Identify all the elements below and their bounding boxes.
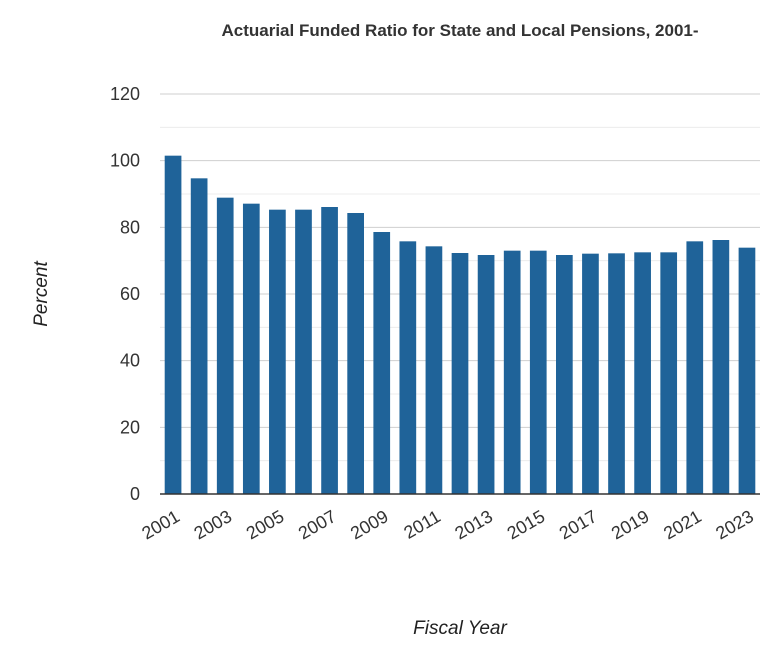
y-tick-label: 0 xyxy=(130,484,140,504)
bar-2015 xyxy=(529,250,547,494)
bar-2001 xyxy=(164,155,182,495)
y-tick-label: 60 xyxy=(120,284,140,304)
bar-2008 xyxy=(347,213,364,494)
y-axis-label: Percent xyxy=(31,261,52,327)
x-axis-ticks: 2001 2003 2005 2007 2009 2011 2013 2015 2017 2019… xyxy=(138,506,757,543)
y-tick-label: 20 xyxy=(120,417,140,437)
y-tick-label: 120 xyxy=(110,84,140,104)
bar-2012 xyxy=(451,253,469,494)
x-tick-label: 2013 xyxy=(451,506,496,543)
x-tick-label: 2001 xyxy=(138,506,183,543)
bar-2003 xyxy=(216,197,234,495)
x-tick-label: 2011 xyxy=(400,506,444,543)
x-tick-label: 2015 xyxy=(504,506,549,543)
y-tick-label: 80 xyxy=(120,217,140,237)
x-tick-label: 2019 xyxy=(608,506,653,543)
bar-2016 xyxy=(556,255,573,494)
bar-2018 xyxy=(608,253,625,494)
bar-2007 xyxy=(321,207,338,494)
bar-2010 xyxy=(399,241,417,494)
bar-2013 xyxy=(477,255,495,494)
x-tick-label: 2003 xyxy=(191,506,236,543)
y-tick-label: 100 xyxy=(110,151,140,171)
bar-2023 xyxy=(738,247,756,494)
x-tick-label: 2005 xyxy=(243,506,288,543)
bar-2004 xyxy=(242,203,260,495)
bar-2022 xyxy=(712,240,730,494)
x-tick-label: 2009 xyxy=(347,506,392,543)
x-tick-label: 2007 xyxy=(295,506,340,543)
bar-2005 xyxy=(269,209,286,495)
x-tick-label: 2017 xyxy=(556,506,601,543)
bar-2002 xyxy=(190,178,208,494)
x-axis-label: Fiscal Year xyxy=(413,618,507,639)
x-tick-label: 2021 xyxy=(660,506,705,543)
bar-2019 xyxy=(634,252,651,494)
bar-2017 xyxy=(582,253,599,494)
chart-title: Actuarial Funded Ratio for State and Loc… xyxy=(221,21,698,40)
bar-2014 xyxy=(503,250,521,494)
bar-2020 xyxy=(660,252,678,494)
y-tick-label: 40 xyxy=(120,351,140,371)
bar-2009 xyxy=(373,232,391,494)
bar-2021 xyxy=(686,241,704,494)
bar-2006 xyxy=(295,209,312,495)
bar-series xyxy=(164,155,756,495)
bar-2011 xyxy=(425,246,443,494)
x-tick-label: 2023 xyxy=(712,506,757,543)
y-axis-ticks: 0 20 40 60 80 100 120 xyxy=(110,84,140,504)
